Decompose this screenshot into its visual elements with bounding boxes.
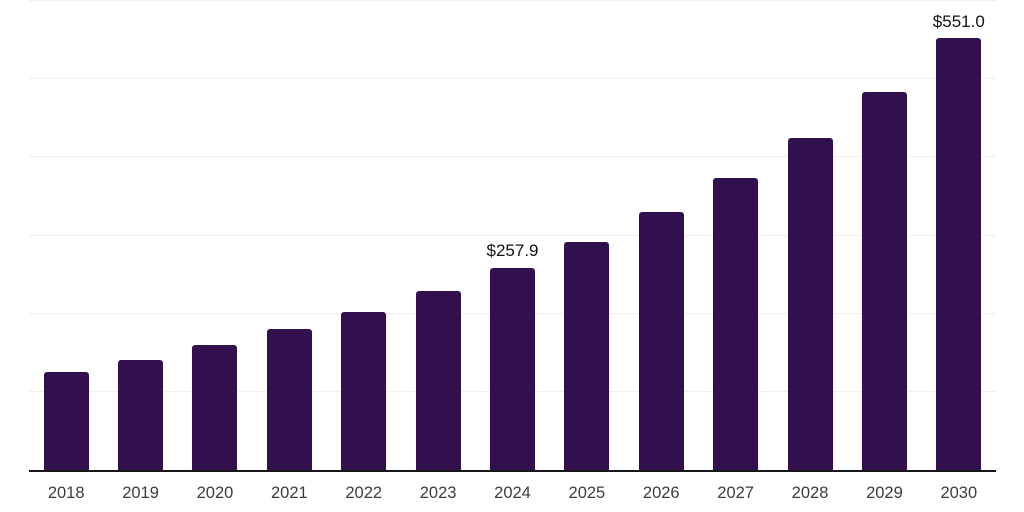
x-axis: 2018 2019 2020 2021 2022 2023 2024 2025 2026 2027… xyxy=(29,472,996,512)
gridline-400 xyxy=(29,156,996,158)
data-label-2024: $257.9 xyxy=(486,241,539,261)
plot-area: $257.9 $551.0 xyxy=(29,0,996,472)
gridline-600 xyxy=(29,0,996,1)
bar-2022 xyxy=(341,312,387,470)
bar-2028 xyxy=(787,137,833,470)
data-label-2030: $551.0 xyxy=(932,11,985,31)
bar-2024 xyxy=(490,267,535,470)
x-tick-2018: 2018 xyxy=(47,484,85,502)
x-tick-2023: 2023 xyxy=(419,484,457,502)
bar-2025 xyxy=(564,241,610,470)
x-tick-2026: 2026 xyxy=(642,484,680,502)
x-tick-2025: 2025 xyxy=(568,484,606,502)
x-tick-2020: 2020 xyxy=(196,484,234,502)
x-tick-2028: 2028 xyxy=(791,484,829,502)
gridline-500 xyxy=(29,77,996,79)
bar-2027 xyxy=(713,177,759,470)
x-tick-2019: 2019 xyxy=(122,484,159,502)
bar-2030 xyxy=(936,38,982,470)
bar-2021 xyxy=(266,329,312,470)
x-tick-2027: 2027 xyxy=(717,484,754,502)
bar-2020 xyxy=(192,344,238,470)
bar-2018 xyxy=(43,372,89,470)
gridline-300 xyxy=(29,234,996,236)
x-tick-2024: 2024 xyxy=(494,484,531,502)
x-tick-2021: 2021 xyxy=(270,484,308,502)
x-tick-2030: 2030 xyxy=(940,484,978,502)
bar-2029 xyxy=(861,91,907,470)
x-tick-2022: 2022 xyxy=(345,484,383,502)
bar-2023 xyxy=(415,291,461,470)
x-tick-2029: 2029 xyxy=(866,484,903,502)
bar-2019 xyxy=(118,360,164,470)
bar-2026 xyxy=(638,211,684,470)
